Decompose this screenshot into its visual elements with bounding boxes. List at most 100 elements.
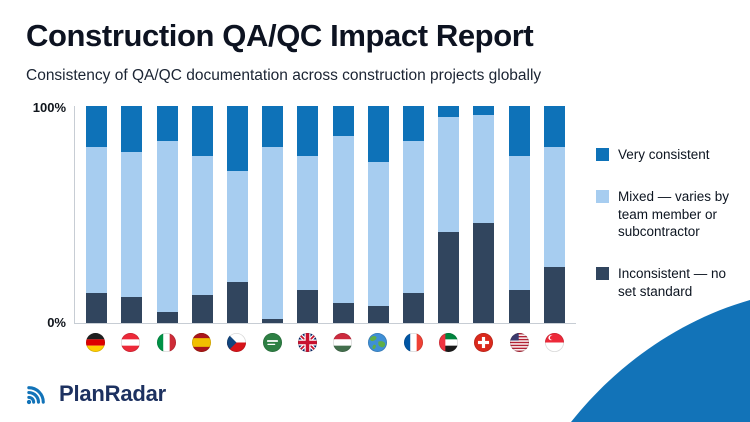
segment-mixed-varies-by-team-germany [86,147,108,293]
flag-france-icon [403,332,424,352]
stacked-bar [543,106,565,323]
y-axis-tick-0: 0% [47,315,66,330]
bars-container [75,106,576,323]
legend-label: Mixed — varies by team member or subcont… [618,188,730,240]
segment-mixed-varies-by-team-italy [156,140,178,313]
stacked-bar [86,106,108,323]
segment-very-consistent-czech-republic [226,106,248,172]
bar-hungary [332,106,354,323]
stacked-bar [121,106,143,323]
segment-very-consistent-france [402,106,424,141]
bar-uae [438,106,460,323]
flag-uae-icon [438,332,459,352]
flag-singapore-icon [544,332,565,352]
planradar-logo: PlanRadar [24,380,166,407]
segment-inconsistent-no-set--uae [438,231,460,323]
flag-switzerland-icon [473,332,494,352]
segment-inconsistent-no-set--germany [86,292,108,323]
segment-mixed-varies-by-team-spain [191,155,213,295]
segment-mixed-varies-by-team-global [367,162,389,306]
segment-inconsistent-no-set--czech-republic [226,281,248,323]
segment-inconsistent-no-set--global [367,305,389,323]
flag-spain-icon [191,332,212,352]
segment-mixed-varies-by-team-france [402,140,424,293]
segment-inconsistent-no-set--spain [191,294,213,323]
legend-label: Very consistent [618,147,710,162]
segment-very-consistent-global [367,106,389,163]
segment-inconsistent-no-set--saudi-arabia [262,318,284,323]
flag-czech-republic-icon [226,332,247,352]
bar-italy [156,106,178,323]
stacked-bar [191,106,213,323]
flag-italy-icon [156,332,177,352]
segment-very-consistent-spain [191,106,213,156]
segment-mixed-varies-by-team-hungary [332,136,354,304]
y-axis-tick-100: 100% [32,100,66,115]
segment-very-consistent-germany [86,106,108,148]
bar-singapore [543,106,565,323]
flag-germany-icon [85,332,106,352]
stacked-bar [402,106,424,323]
segment-mixed-varies-by-team-uae [438,116,460,232]
stacked-bar [226,106,248,323]
segment-inconsistent-no-set--hungary [332,303,354,323]
bar-saudi-arabia [262,106,284,323]
bar-austria [121,106,143,323]
chart-legend: Very consistent Mixed — varies by team me… [596,146,742,301]
segment-very-consistent-usa [508,106,530,156]
segment-mixed-varies-by-team-usa [508,155,530,291]
segment-very-consistent-saudi-arabia [262,106,284,148]
segment-inconsistent-no-set--singapore [543,266,565,323]
stacked-bar [367,106,389,323]
x-axis-flag-labels [74,330,576,354]
legend-item-very-consistent: Very consistent [596,146,742,164]
legend-swatch [596,189,609,203]
segment-mixed-varies-by-team-united-kingdom [297,155,319,291]
flag-hungary-icon [332,332,353,352]
stacked-bar [156,106,178,323]
segment-mixed-varies-by-team-singapore [543,147,565,267]
segment-inconsistent-no-set--usa [508,290,530,323]
bar-global [367,106,389,323]
bar-czech-republic [226,106,248,323]
segment-mixed-varies-by-team-switzerland [473,114,495,224]
stacked-bar-chart: 100% 0% [28,100,578,356]
stacked-bar [332,106,354,323]
segment-very-consistent-austria [121,106,143,152]
segment-mixed-varies-by-team-czech-republic [226,171,248,282]
segment-very-consistent-singapore [543,106,565,148]
bar-usa [508,106,530,323]
segment-inconsistent-no-set--france [402,292,424,323]
segment-inconsistent-no-set--switzerland [473,223,495,323]
report-header: Construction QA/QC Impact Report Consist… [0,0,750,85]
segment-inconsistent-no-set--united-kingdom [297,290,319,323]
segment-very-consistent-hungary [332,106,354,137]
segment-very-consistent-switzerland [473,106,495,115]
segment-very-consistent-uae [438,106,460,117]
page-title: Construction QA/QC Impact Report [26,18,534,53]
segment-mixed-varies-by-team-austria [121,151,143,297]
bar-spain [191,106,213,323]
flag-united-kingdom-icon [297,332,318,352]
stacked-bar [438,106,460,323]
legend-item-mixed-varies-by-team: Mixed — varies by team member or subcont… [596,188,742,241]
segment-inconsistent-no-set--italy [156,312,178,323]
stacked-bar [262,106,284,323]
legend-label: Inconsistent — no set standard [618,266,727,300]
segment-very-consistent-united-kingdom [297,106,319,156]
legend-swatch [596,148,609,161]
flag-usa-icon [509,332,530,352]
plot-area [74,106,576,324]
planradar-radar-icon [26,386,45,405]
segment-very-consistent-italy [156,106,178,141]
legend-item-inconsistent-no-set-: Inconsistent — no set standard [596,265,742,301]
bar-switzerland [473,106,495,323]
segment-inconsistent-no-set--austria [121,296,143,323]
flag-saudi-arabia-icon [262,332,283,352]
stacked-bar [473,106,495,323]
stacked-bar [297,106,319,323]
flag-global-icon [367,332,388,352]
bar-france [402,106,424,323]
planradar-logo-text: PlanRadar [59,380,167,406]
